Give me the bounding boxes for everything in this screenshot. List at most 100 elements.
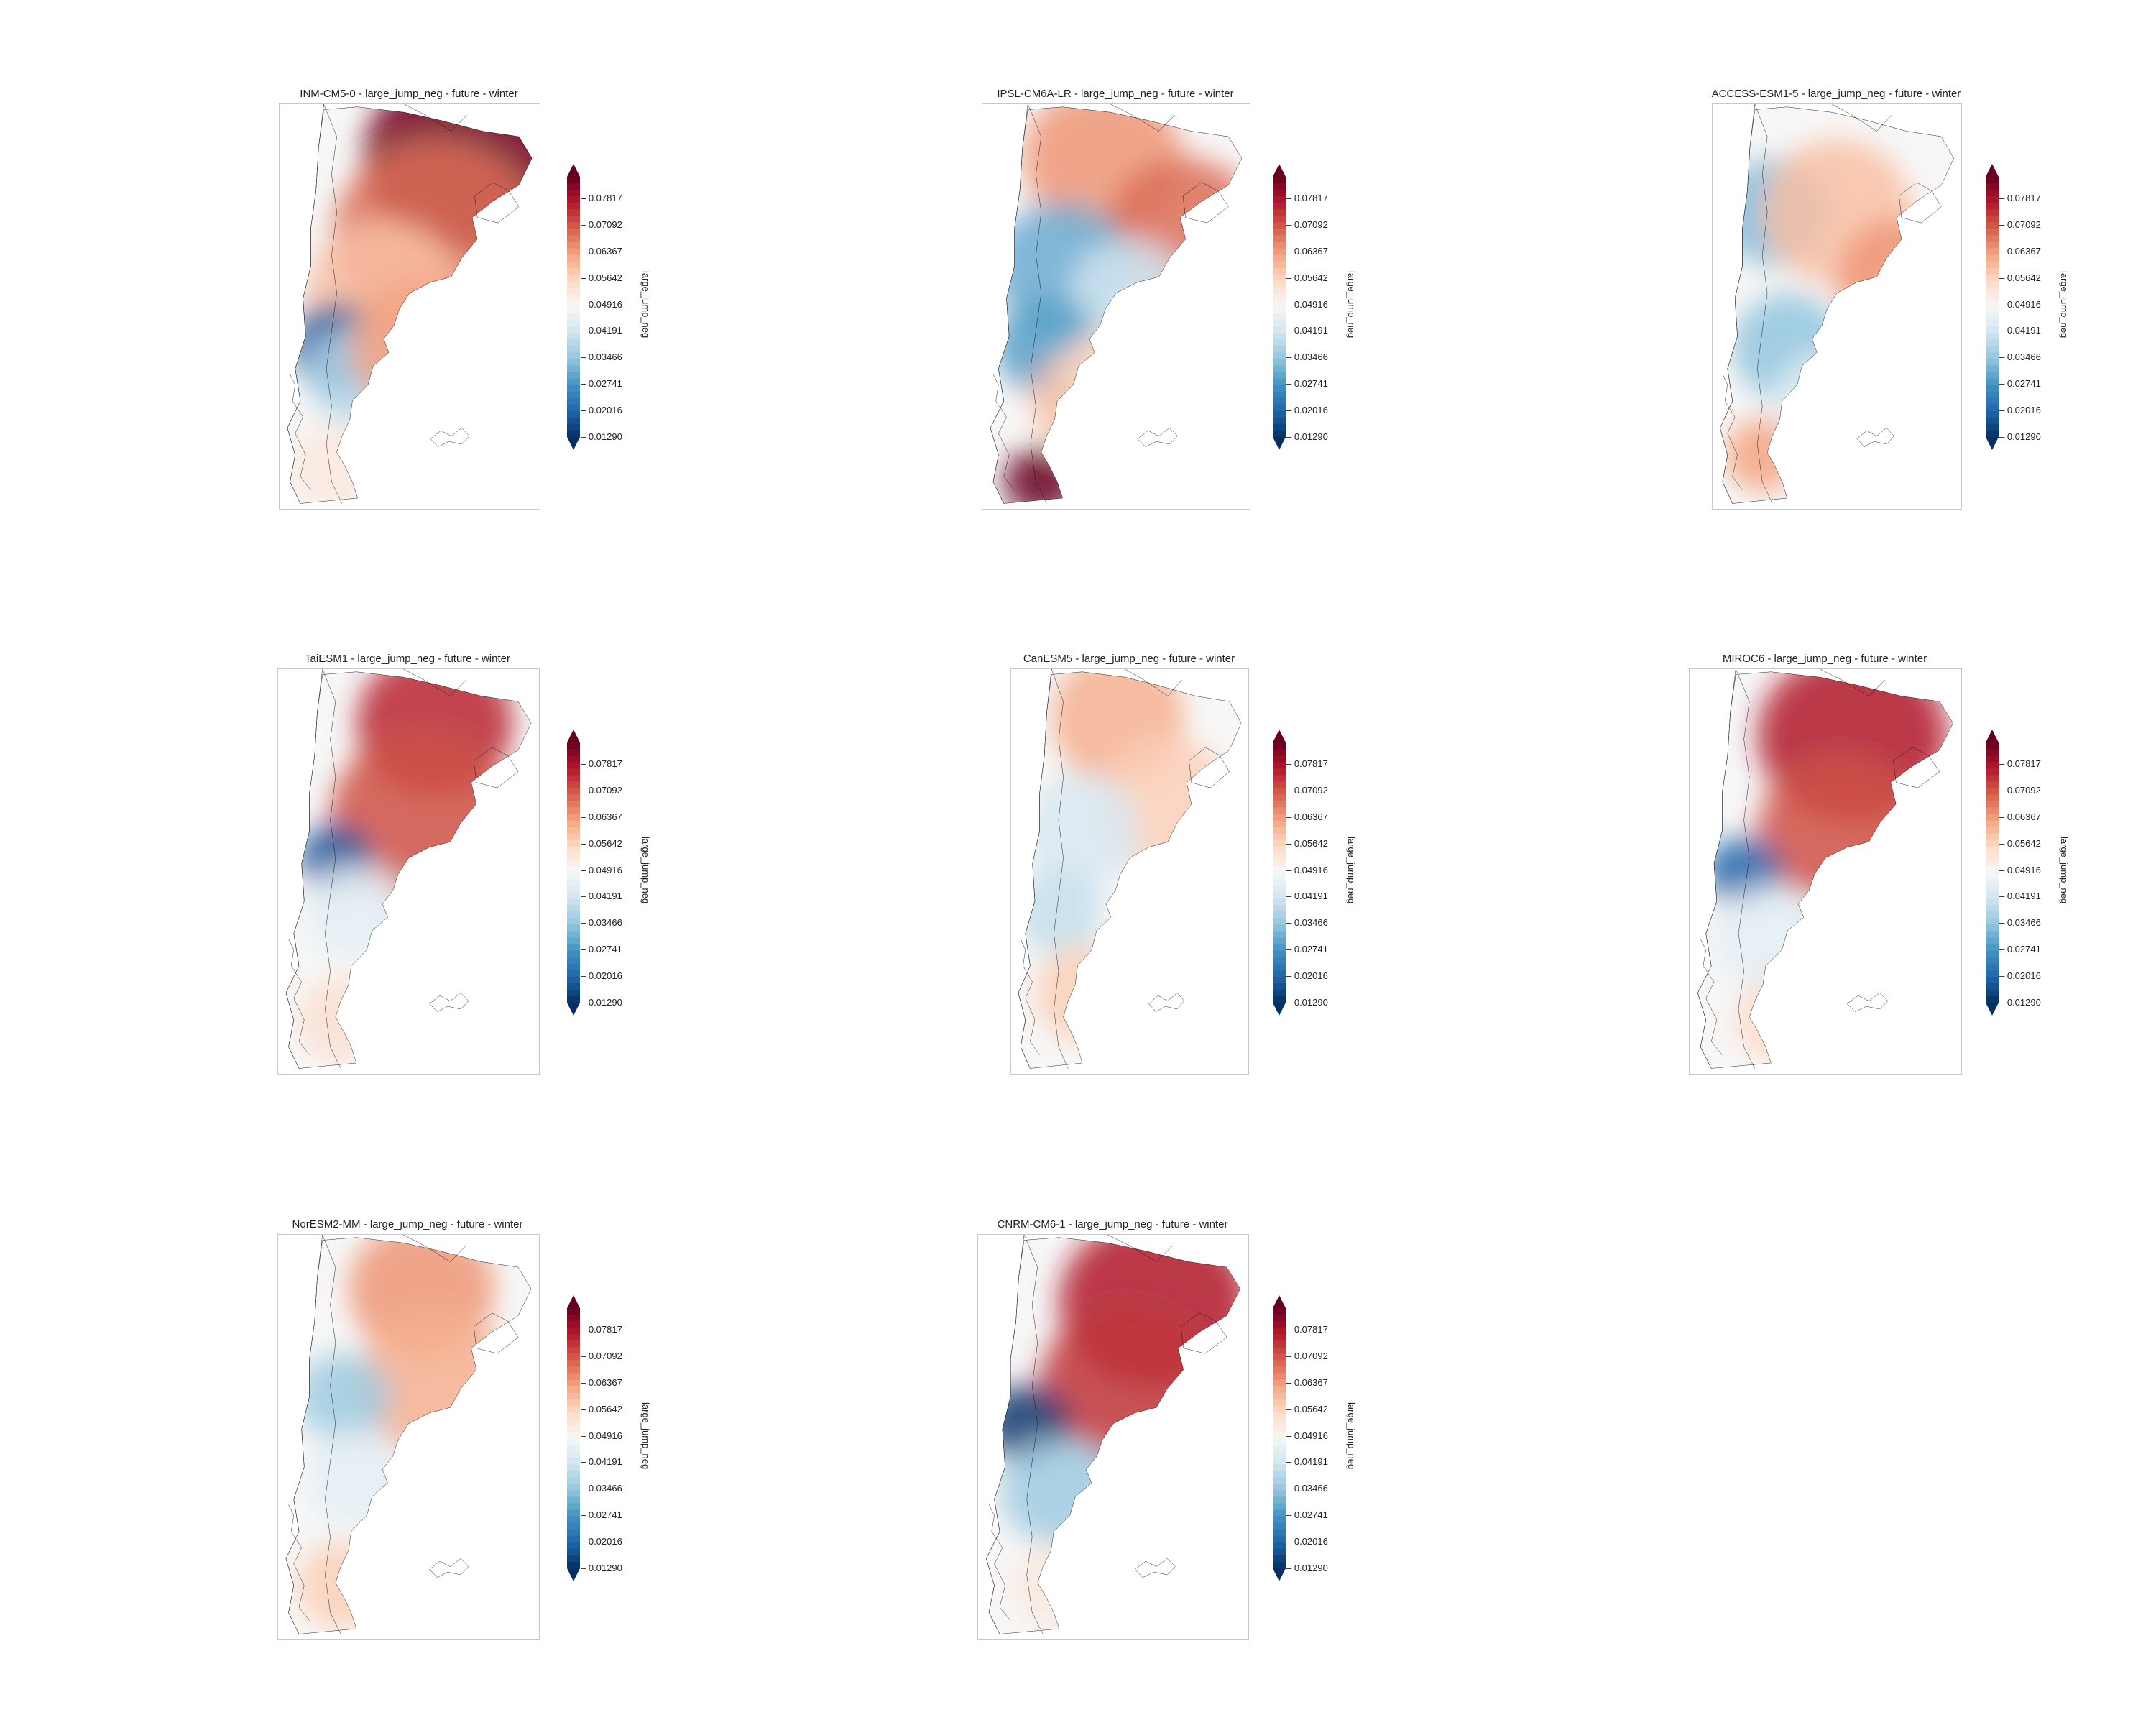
field-blob xyxy=(304,1429,409,1527)
colorbar-tick-label: – 0.02741 xyxy=(581,944,622,955)
colorbar-segment xyxy=(1273,852,1286,860)
colorbar-segment xyxy=(1273,827,1286,834)
border-line xyxy=(324,104,342,503)
colorbar-extend-max xyxy=(1273,730,1286,742)
colorbar-segment xyxy=(1273,280,1286,288)
colorbar-segment xyxy=(1273,1399,1286,1407)
colorbar-segment xyxy=(567,1542,580,1550)
colorbar-segment xyxy=(567,209,580,216)
colorbar-segment xyxy=(1273,768,1286,776)
colorbar-tick-label: – 0.07817 xyxy=(1286,758,1328,769)
colorbar-segment xyxy=(567,397,580,405)
border-line xyxy=(323,1235,341,1634)
colorbar-segment xyxy=(1986,820,1999,828)
colorbar-segment xyxy=(567,1535,580,1543)
map-panel xyxy=(279,104,540,510)
colorbar-segment xyxy=(567,1386,580,1394)
colorbar-segment xyxy=(567,963,580,971)
colorbar-tick-label: – 0.05642 xyxy=(581,837,622,849)
colorbar-segment xyxy=(1986,918,1999,925)
colorbar-segment xyxy=(1986,333,1999,340)
colorbar-segment xyxy=(1273,274,1286,282)
panel-title: INM-CM5-0 - large_jump_neg - future - wi… xyxy=(300,88,518,100)
colorbar-tick-label: – 0.04916 xyxy=(1999,298,2041,310)
colorbar-segment xyxy=(1273,1464,1286,1471)
colorbar-segment xyxy=(1273,1315,1286,1322)
colorbar-segment xyxy=(1986,742,1999,750)
colorbar-segment xyxy=(1273,1535,1286,1543)
colorbar-segment xyxy=(567,918,580,925)
colorbar-segment xyxy=(567,261,580,269)
colorbar-segment xyxy=(1273,983,1286,990)
colorbar-segment xyxy=(1273,267,1286,275)
colorbar-segment xyxy=(567,1392,580,1400)
falkland-islands xyxy=(1135,1558,1175,1577)
colorbar-segment xyxy=(1986,216,1999,223)
colorbar-tick-label: – 0.02741 xyxy=(1999,944,2041,955)
colorbar-tick-label: – 0.05642 xyxy=(1286,272,1328,283)
colorbar-tick-label: – 0.01290 xyxy=(1999,997,2041,1008)
colorbar-segment xyxy=(1986,937,1999,945)
colorbar-segment xyxy=(1273,1542,1286,1550)
colorbar-segment xyxy=(567,840,580,847)
colorbar-extend-max xyxy=(567,1295,580,1308)
border-line xyxy=(1755,104,1772,503)
colorbar-segment xyxy=(1986,976,1999,984)
colorbar-segment xyxy=(567,1471,580,1478)
colorbar-segment xyxy=(1986,852,1999,860)
map-svg xyxy=(978,1235,1248,1639)
colorbar-segment xyxy=(1273,1445,1286,1452)
colorbar: – 0.07817 – 0.07092 – 0.06367 – 0.05642 – 0.… xyxy=(1272,730,1358,1016)
colorbar-segment xyxy=(1273,287,1286,295)
colorbar-segment xyxy=(1986,378,1999,386)
map-panel xyxy=(277,1234,540,1640)
colorbar-segment xyxy=(1986,801,1999,809)
colorbar-segment xyxy=(1273,378,1286,386)
colorbar-segment xyxy=(567,1555,580,1563)
colorbar-segment xyxy=(1986,391,1999,399)
colorbar-segment xyxy=(567,1503,580,1511)
colorbar-segment xyxy=(1273,352,1286,359)
colorbar-segment xyxy=(1986,924,1999,932)
colorbar-segment xyxy=(567,378,580,386)
colorbar-segment xyxy=(1273,423,1286,431)
colorbar-segment xyxy=(567,1522,580,1530)
coastline xyxy=(986,1235,1024,1634)
colorbar-extend-max xyxy=(567,730,580,742)
colorbar-segment xyxy=(1273,970,1286,978)
field-layer xyxy=(285,671,532,1069)
colorbar-segment xyxy=(1273,873,1286,880)
colorbar-tick-label: – 0.05642 xyxy=(1286,837,1328,849)
colorbar-segment xyxy=(1273,976,1286,984)
colorbar-segment xyxy=(567,280,580,288)
colorbar-segment xyxy=(1273,359,1286,367)
colorbar-segment xyxy=(1273,1561,1286,1569)
field-blob xyxy=(1762,139,1912,285)
coastline xyxy=(286,1235,323,1634)
colorbar-segment xyxy=(1273,762,1286,769)
colorbar-segment xyxy=(567,1366,580,1374)
field-blob xyxy=(1774,352,1874,450)
falkland-islands xyxy=(1857,428,1894,446)
colorbar-tick-label: – 0.02016 xyxy=(581,405,622,416)
field-blob xyxy=(1837,218,1954,341)
colorbar-tick-label: – 0.07092 xyxy=(581,218,622,230)
colorbar-tick-label: – 0.03466 xyxy=(1286,351,1328,363)
colorbar-segment xyxy=(567,391,580,399)
colorbar-svg xyxy=(1986,730,1999,1016)
colorbar-segment xyxy=(567,1561,580,1569)
colorbar-segment xyxy=(1273,229,1286,236)
colorbar-segment xyxy=(1273,1458,1286,1465)
colorbar-segment xyxy=(567,254,580,262)
colorbar-tick-label: – 0.07817 xyxy=(1286,1324,1328,1335)
colorbar-tick-label: – 0.02016 xyxy=(581,970,622,982)
colorbar-label: large_jump_neg xyxy=(640,271,651,339)
colorbar-segment xyxy=(1273,397,1286,405)
colorbar-segment xyxy=(1273,1529,1286,1537)
colorbar-segment xyxy=(567,307,580,314)
colorbar-segment xyxy=(567,326,580,334)
colorbar-segment xyxy=(567,410,580,418)
colorbar-segment xyxy=(1986,781,1999,788)
colorbar-tick-label: – 0.06367 xyxy=(581,245,622,257)
colorbar-segment xyxy=(1986,183,1999,190)
